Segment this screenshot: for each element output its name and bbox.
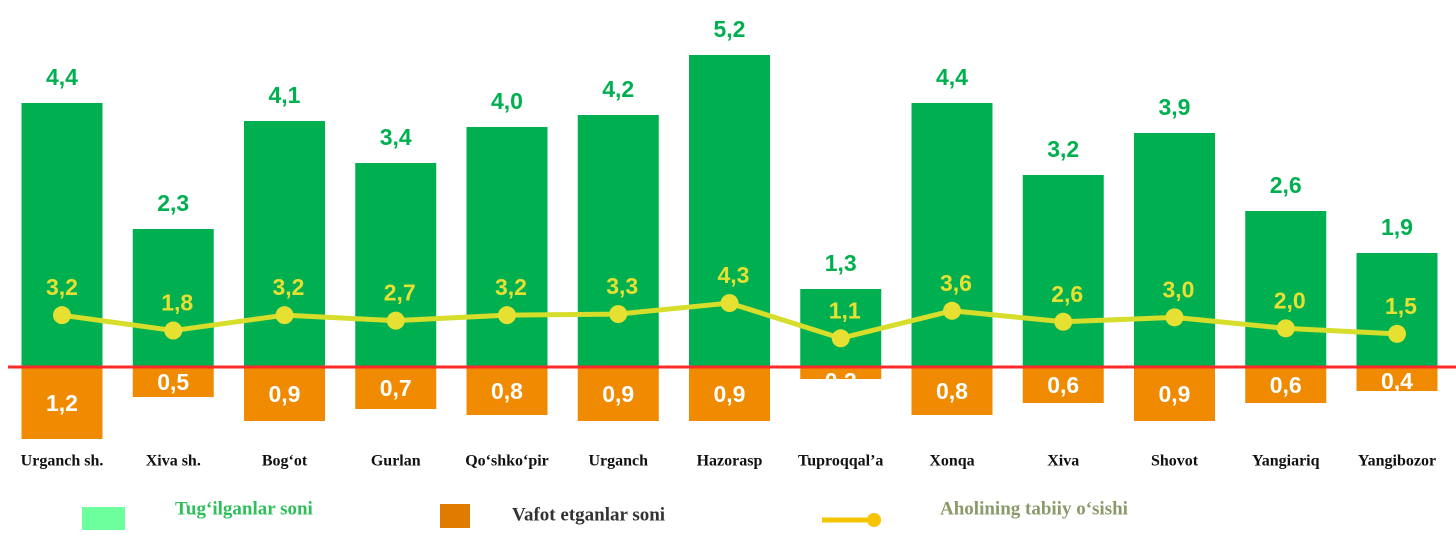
bar xyxy=(21,103,103,367)
bar xyxy=(911,367,993,415)
data-label: 0,9 xyxy=(602,381,634,407)
bar xyxy=(21,367,103,439)
bar xyxy=(577,115,659,367)
bar xyxy=(355,163,437,367)
data-label: 2,6 xyxy=(1051,281,1083,307)
data-label: 5,2 xyxy=(714,16,746,42)
data-label: 4,4 xyxy=(936,64,968,90)
bar xyxy=(244,367,325,421)
data-label: 3,4 xyxy=(380,124,412,150)
data-label: 3,0 xyxy=(1163,276,1195,302)
point xyxy=(1165,308,1184,327)
x-tick-label: Xiva sh. xyxy=(146,453,201,470)
data-label: 3,6 xyxy=(940,270,972,296)
data-label: 0,2 xyxy=(825,368,857,394)
bar xyxy=(1245,367,1327,403)
bar xyxy=(1134,133,1215,367)
data-label: 2,0 xyxy=(1274,287,1306,313)
data-label: 0,9 xyxy=(1159,381,1191,407)
point xyxy=(498,306,516,325)
bar xyxy=(1022,175,1104,367)
data-label: 0,7 xyxy=(380,375,412,401)
legend-swatch xyxy=(867,513,881,527)
legend-label: Aholining tabiiy o‘sishi xyxy=(940,498,1128,519)
data-label: 2,3 xyxy=(157,190,189,216)
x-tick-label: Yangiariq xyxy=(1252,453,1320,470)
data-label: 4,2 xyxy=(602,76,634,102)
bar xyxy=(355,367,437,409)
data-label: 1,2 xyxy=(46,390,78,416)
bar xyxy=(132,367,214,397)
data-label: 3,2 xyxy=(1047,136,1079,162)
bar xyxy=(1245,211,1327,367)
data-label: 0,8 xyxy=(936,378,968,404)
x-tick-label: Gurlan xyxy=(371,453,421,470)
x-tick-label: Urganch sh. xyxy=(21,453,104,470)
bar xyxy=(466,127,548,367)
bar xyxy=(1356,253,1438,367)
bar xyxy=(466,367,548,415)
point xyxy=(831,329,850,348)
data-label: 2,7 xyxy=(384,280,416,306)
x-tick-label: Hazorasp xyxy=(697,453,763,470)
point xyxy=(609,305,628,324)
data-label: 0,4 xyxy=(1381,368,1413,394)
x-tick-label: Shovot xyxy=(1151,453,1199,470)
bar xyxy=(1134,367,1215,421)
point xyxy=(386,311,405,330)
point xyxy=(53,306,71,325)
bar xyxy=(244,121,325,367)
data-label: 1,3 xyxy=(825,250,857,276)
data-label: 4,1 xyxy=(269,82,301,108)
x-tick-label: Urganch xyxy=(588,453,648,470)
data-label: 0,5 xyxy=(157,369,189,395)
point xyxy=(720,294,739,313)
bar xyxy=(1022,367,1104,403)
point xyxy=(943,301,961,320)
data-label: 3,3 xyxy=(606,273,638,299)
bar xyxy=(577,367,659,421)
data-label: 3,9 xyxy=(1159,94,1191,120)
point xyxy=(275,306,294,325)
legend-swatch xyxy=(82,507,125,530)
data-label: 4,4 xyxy=(46,64,78,90)
data-label: 2,6 xyxy=(1270,172,1302,198)
data-label: 1,5 xyxy=(1385,293,1417,319)
data-label: 0,6 xyxy=(1270,372,1302,398)
data-label: 0,6 xyxy=(1047,372,1079,398)
legend-label: Vafot etganlar soni xyxy=(512,504,665,525)
point xyxy=(1054,312,1073,331)
bar xyxy=(689,55,770,367)
x-tick-label: Tuproqqal’a xyxy=(798,453,883,470)
data-label: 0,8 xyxy=(491,378,523,404)
data-label: 4,0 xyxy=(491,88,523,114)
x-tick-label: Qo‘shko‘pir xyxy=(465,453,549,470)
point xyxy=(1388,324,1406,343)
data-label: 0,9 xyxy=(714,381,746,407)
data-label: 0,9 xyxy=(269,381,301,407)
bar xyxy=(911,103,993,367)
bar xyxy=(800,367,882,379)
data-label: 1,8 xyxy=(161,290,193,316)
x-tick-label: Yangibozor xyxy=(1358,453,1436,470)
data-label: 3,2 xyxy=(273,274,305,300)
data-label: 3,2 xyxy=(495,274,527,300)
data-label: 1,9 xyxy=(1381,214,1413,240)
data-label: 3,2 xyxy=(46,274,78,300)
bar xyxy=(1356,367,1438,391)
bar xyxy=(132,229,214,367)
x-tick-label: Bog‘ot xyxy=(262,453,308,470)
bar xyxy=(689,367,770,421)
x-tick-label: Xonqa xyxy=(929,453,974,470)
legend-label: Tug‘ilganlar soni xyxy=(175,498,313,519)
point xyxy=(1276,319,1295,338)
point xyxy=(164,321,183,340)
legend-swatch xyxy=(440,504,470,528)
data-label: 4,3 xyxy=(718,262,750,288)
data-label: 1,1 xyxy=(829,297,861,323)
x-tick-label: Xiva xyxy=(1047,453,1079,470)
